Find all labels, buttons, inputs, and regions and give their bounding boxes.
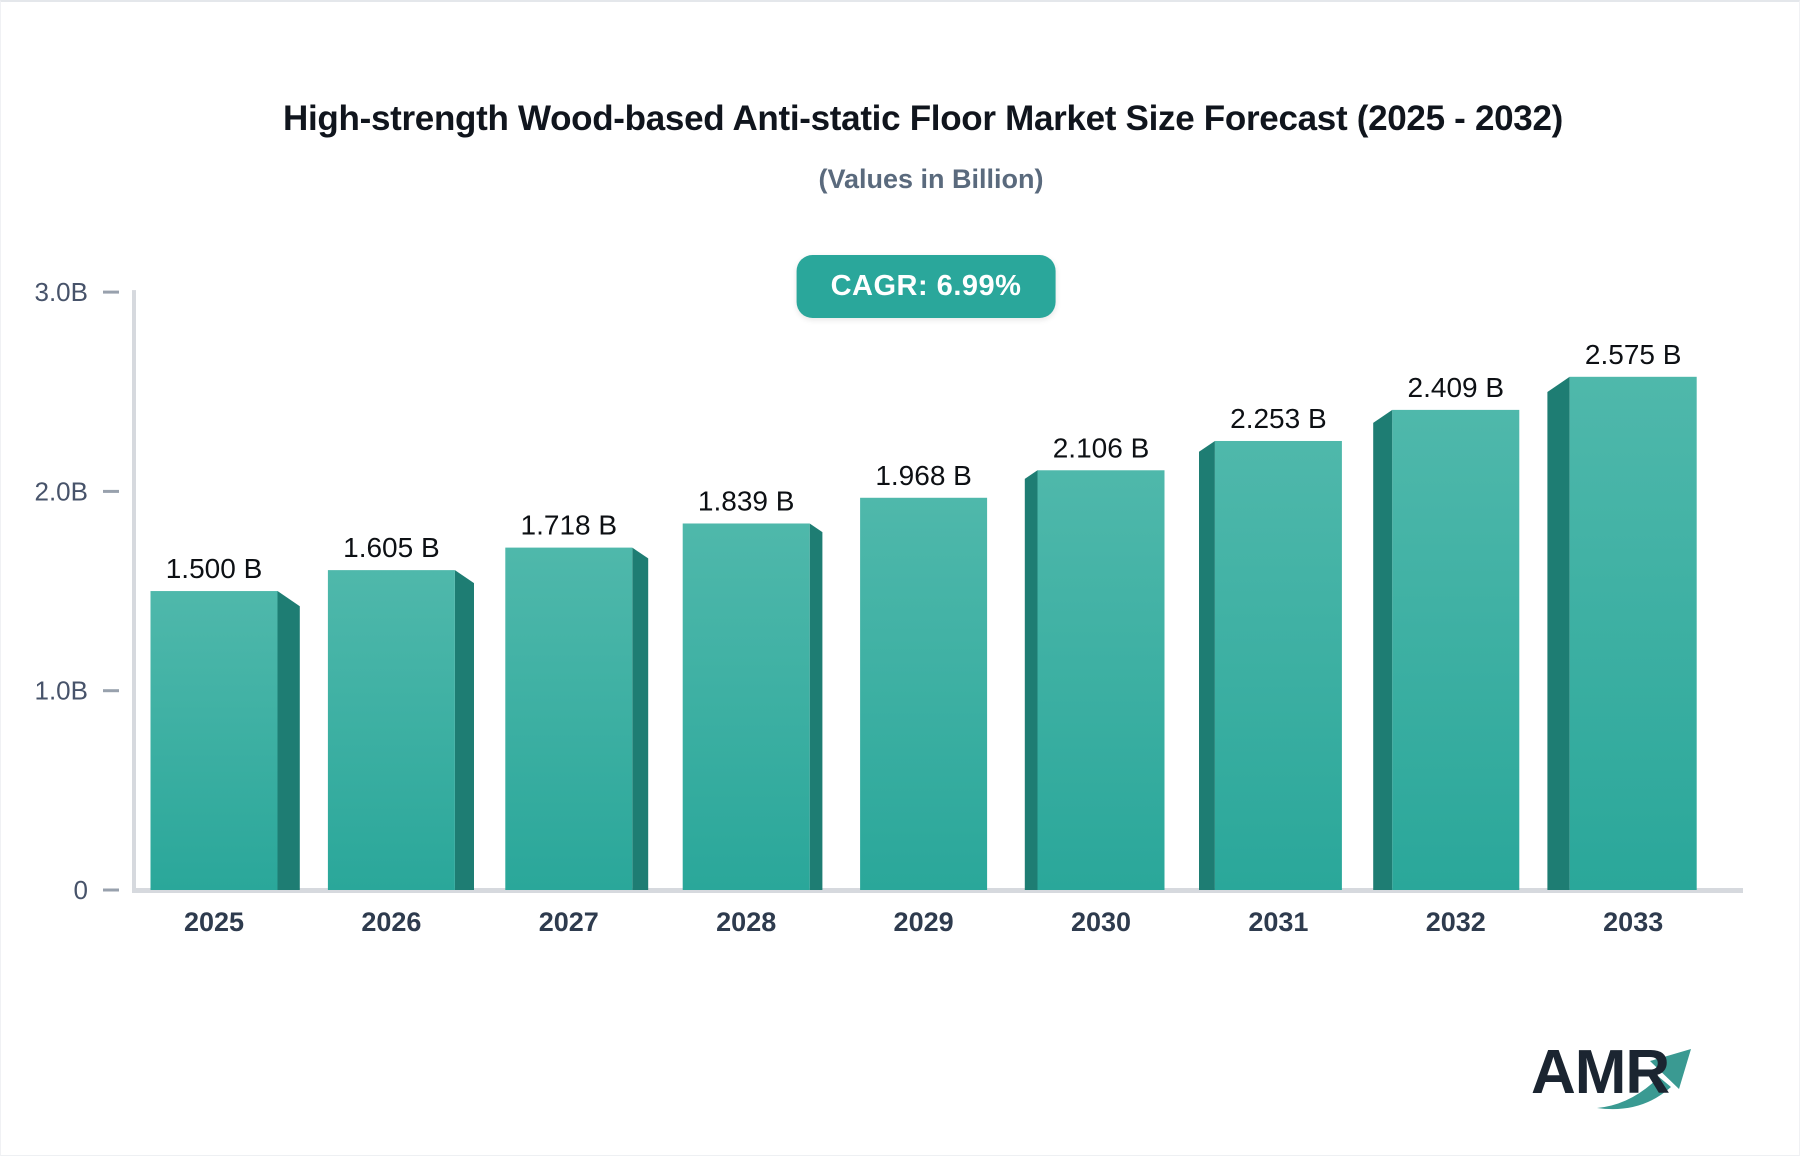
bar-2026[interactable]	[327, 570, 455, 890]
x-axis-label: 2032	[1426, 907, 1486, 937]
x-axis-label: 2028	[716, 907, 776, 937]
bar-side-2031	[1199, 440, 1215, 890]
x-axis-label: 2026	[361, 907, 421, 937]
growth-arrow-icon	[1597, 1049, 1691, 1110]
bar-side-2026	[454, 570, 474, 890]
bar-side-2025	[277, 591, 300, 890]
x-axis-label: 2027	[539, 907, 599, 937]
bar-value-label: 2.253 B	[1230, 403, 1327, 434]
y-axis-line	[132, 290, 136, 893]
y-axis-tick-label: 0	[74, 875, 88, 905]
bar-value-label: 1.500 B	[166, 553, 263, 584]
x-axis-line	[132, 888, 1743, 893]
y-axis-tick	[103, 290, 119, 294]
bar-2030[interactable]	[1037, 470, 1165, 890]
bar-2025[interactable]	[150, 591, 278, 890]
bar-side-2027	[632, 547, 649, 890]
y-axis-tick	[103, 888, 119, 892]
bar-side-2030	[1024, 470, 1038, 890]
bar-value-label: 2.106 B	[1053, 432, 1150, 463]
x-axis-label: 2025	[184, 907, 244, 937]
bar-side-2028	[809, 523, 823, 890]
x-axis-label: 2029	[894, 907, 954, 937]
bar-value-label: 1.839 B	[698, 485, 795, 516]
bar-2032[interactable]	[1392, 409, 1520, 890]
bar-value-label: 1.968 B	[875, 460, 972, 491]
y-axis-tick-label: 3.0B	[35, 277, 89, 307]
y-axis-tick	[103, 489, 119, 493]
chart-title: High-strength Wood-based Anti-static Flo…	[283, 99, 1563, 138]
x-axis-label: 2033	[1603, 907, 1663, 937]
bar-value-label: 1.718 B	[521, 510, 618, 541]
bar-value-label: 1.605 B	[343, 532, 440, 563]
y-axis-tick-label: 1.0B	[35, 676, 89, 706]
x-axis-label: 2030	[1071, 907, 1131, 937]
bar-2027[interactable]	[505, 547, 633, 890]
bar-value-label: 2.409 B	[1408, 372, 1505, 403]
bar-2029[interactable]	[860, 497, 988, 890]
amr-logo-text: AMR	[1531, 1038, 1670, 1107]
cagr-badge: CAGR: 6.99%	[796, 255, 1056, 318]
y-axis-tick	[103, 689, 119, 693]
amr-logo: AMR	[1531, 1042, 1711, 1122]
chart-subtitle: (Values in Billion)	[818, 164, 1044, 194]
y-axis-tick-label: 2.0B	[35, 476, 89, 506]
x-axis-label: 2031	[1248, 907, 1308, 937]
bar-side-2032	[1373, 409, 1393, 890]
bar-side-2033	[1547, 376, 1570, 890]
bar-2028[interactable]	[682, 523, 810, 890]
bar-value-label: 2.575 B	[1585, 339, 1682, 370]
bar-2033[interactable]	[1569, 376, 1697, 890]
bar-2031[interactable]	[1214, 440, 1342, 890]
